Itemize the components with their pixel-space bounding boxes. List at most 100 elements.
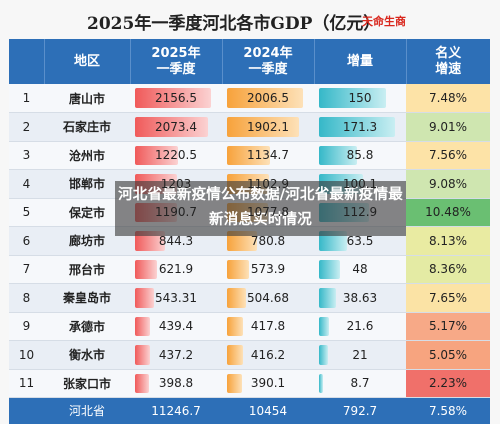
row-increment: 38.63 bbox=[314, 283, 406, 313]
row-increment-bar bbox=[319, 259, 341, 279]
row-2024-value: 1902.1 bbox=[247, 119, 289, 134]
row-index: 7 bbox=[9, 255, 44, 284]
row-increment: 171.3 bbox=[314, 112, 406, 142]
row-2024-bar bbox=[227, 88, 303, 108]
row-2025-bar bbox=[135, 373, 150, 393]
row-growth: 9.01% bbox=[406, 112, 490, 142]
row-increment-bar bbox=[319, 88, 386, 108]
header-growth-label: 名义 增速 bbox=[435, 45, 462, 77]
row-city: 衡水市 bbox=[44, 340, 130, 370]
row-index: 11 bbox=[9, 369, 44, 398]
row-increment-value: 112.9 bbox=[342, 205, 378, 220]
row-2025-bar bbox=[135, 288, 155, 308]
row-index: 1 bbox=[9, 84, 44, 113]
row-2024: 417.8 bbox=[222, 312, 314, 341]
row-growth: 2.23% bbox=[406, 369, 490, 398]
row-index: 3 bbox=[9, 141, 44, 170]
row-2025-value: 844.3 bbox=[158, 233, 194, 248]
row-increment-bar bbox=[319, 316, 329, 336]
row-2024: 573.9 bbox=[222, 255, 314, 284]
row-city: 张家口市 bbox=[44, 369, 130, 398]
row-increment-bar bbox=[319, 345, 329, 365]
row-2025-value: 2156.5 bbox=[155, 91, 197, 105]
row-increment-value: 171.3 bbox=[342, 119, 378, 134]
row-2025-value: 621.9 bbox=[158, 262, 194, 277]
row-increment-value: 150 bbox=[348, 91, 372, 105]
row-increment: 48 bbox=[314, 255, 406, 284]
row-2025-value: 439.4 bbox=[158, 319, 194, 334]
row-increment-value: 38.63 bbox=[342, 290, 378, 305]
header-index bbox=[9, 39, 45, 84]
table-row: 2 石家庄市 2073.4 1902.1 171.3 9.01% bbox=[9, 112, 490, 142]
row-2024: 390.1 bbox=[222, 369, 314, 398]
row-2025-value: 1220.5 bbox=[155, 148, 197, 163]
row-city: 石家庄市 bbox=[44, 112, 130, 142]
row-city: 邢台市 bbox=[44, 255, 130, 284]
row-2024: 1134.7 bbox=[222, 141, 314, 170]
total-row: 河北省 11246.7 10454 792.7 7.58% bbox=[9, 397, 490, 424]
row-increment-value: 100.1 bbox=[342, 176, 378, 191]
row-2025: 437.2 bbox=[130, 340, 222, 370]
table-row: 1 唐山市 2156.5 2006.5 150 7.48% bbox=[9, 84, 490, 113]
row-increment-bar bbox=[319, 373, 323, 393]
row-increment-value: 63.5 bbox=[346, 233, 374, 248]
row-2024: 504.68 bbox=[222, 283, 314, 313]
headline-overlay[interactable]: 河北省最新疫情公布数据/河北省最新疫情最新消息实时情况 bbox=[115, 181, 406, 236]
row-growth: 10.48% bbox=[406, 198, 490, 227]
row-2024-bar bbox=[227, 145, 270, 165]
row-2025-value: 1190.7 bbox=[155, 205, 197, 220]
row-index: 6 bbox=[9, 226, 44, 256]
row-2025-bar bbox=[135, 88, 211, 108]
headline-text[interactable]: 河北省最新疫情公布数据/河北省最新疫情最新消息实时情况 bbox=[118, 187, 403, 228]
row-growth: 7.65% bbox=[406, 283, 490, 313]
row-2025: 2073.4 bbox=[130, 112, 222, 142]
row-2025-bar bbox=[135, 316, 151, 336]
header-2025-label: 2025年 一季度 bbox=[151, 45, 201, 77]
row-2025: 398.8 bbox=[130, 369, 222, 398]
title-row: 2025年一季度河北各市GDP（亿元） 天命生商 bbox=[0, 0, 500, 38]
header-increment: 增量 bbox=[314, 39, 407, 84]
row-2024-bar bbox=[227, 345, 243, 365]
row-2024-value: 1077.8 bbox=[247, 205, 289, 220]
row-2024-value: 504.68 bbox=[247, 290, 289, 305]
row-index: 4 bbox=[9, 169, 44, 199]
row-2025-value: 543.31 bbox=[155, 290, 197, 305]
row-2024-value: 780.8 bbox=[250, 233, 286, 248]
table-row: 3 沧州市 1220.5 1134.7 85.8 7.56% bbox=[9, 141, 490, 170]
row-2024-bar bbox=[227, 373, 242, 393]
table-row: 11 张家口市 398.8 390.1 8.7 2.23% bbox=[9, 369, 490, 398]
row-2024-value: 1102.9 bbox=[247, 176, 289, 191]
row-city: 唐山市 bbox=[44, 84, 130, 113]
row-2025: 439.4 bbox=[130, 312, 222, 341]
total-growth: 7.58% bbox=[406, 397, 490, 424]
row-2025: 2156.5 bbox=[130, 84, 222, 113]
row-2025-bar bbox=[135, 145, 178, 165]
row-city: 秦皇岛市 bbox=[44, 283, 130, 313]
row-growth: 5.05% bbox=[406, 340, 490, 370]
row-2024-bar bbox=[227, 259, 249, 279]
row-growth: 8.36% bbox=[406, 255, 490, 284]
row-index: 9 bbox=[9, 312, 44, 341]
total-2024: 10454 bbox=[222, 397, 314, 424]
row-2024-bar bbox=[227, 316, 243, 336]
row-2025: 543.31 bbox=[130, 283, 222, 313]
row-2025-value: 398.8 bbox=[158, 376, 194, 391]
table-row: 9 承德市 439.4 417.8 21.6 5.17% bbox=[9, 312, 490, 341]
row-2024-bar bbox=[227, 117, 300, 137]
row-2024-value: 573.9 bbox=[250, 262, 286, 277]
row-increment-bar bbox=[319, 145, 358, 165]
row-2025-value: 437.2 bbox=[158, 347, 194, 362]
row-increment-value: 85.8 bbox=[346, 148, 374, 163]
table-row: 7 邢台市 621.9 573.9 48 8.36% bbox=[9, 255, 490, 284]
row-index: 10 bbox=[9, 340, 44, 370]
row-2024: 1902.1 bbox=[222, 112, 314, 142]
row-growth: 9.08% bbox=[406, 169, 490, 199]
row-2024: 416.2 bbox=[222, 340, 314, 370]
source-label: 天命生商 bbox=[362, 15, 406, 28]
row-2024-bar bbox=[227, 288, 247, 308]
row-2024-value: 416.2 bbox=[250, 347, 286, 362]
row-growth: 7.56% bbox=[406, 141, 490, 170]
row-2025-bar bbox=[135, 117, 209, 137]
row-2024-value: 2006.5 bbox=[247, 91, 289, 105]
row-growth: 8.13% bbox=[406, 226, 490, 256]
